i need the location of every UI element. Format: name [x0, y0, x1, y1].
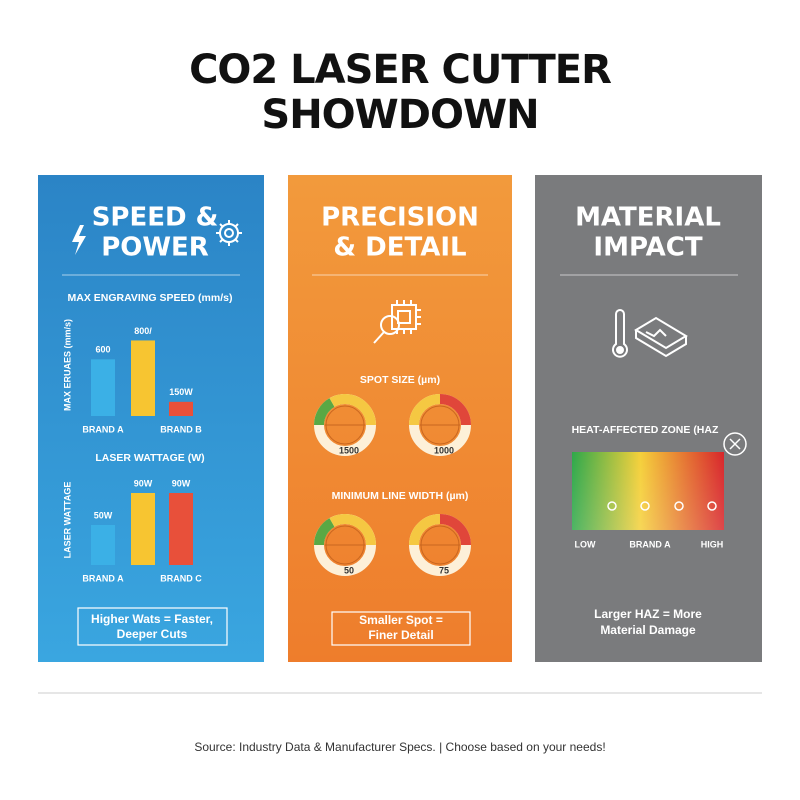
bar: [131, 493, 155, 565]
chip-magnifier-icon: [373, 300, 421, 344]
category-label: BRAND C: [160, 573, 202, 583]
close-button[interactable]: [723, 432, 747, 456]
note-text: Larger HAZ = More: [594, 607, 702, 621]
gauge-value: 50: [344, 565, 354, 575]
panel-title: IMPACT: [593, 233, 702, 263]
value-label: 150W: [169, 387, 193, 397]
gauge-value: 1000: [434, 445, 454, 455]
category-label: BRAND A: [82, 424, 124, 434]
y-axis-label: LASER WATTAGE: [62, 482, 72, 559]
panel-title: POWER: [101, 233, 209, 263]
note-text: Finer Detail: [368, 628, 433, 642]
heat-gradient-shade: [572, 452, 724, 530]
note-text: Material Damage: [600, 623, 696, 637]
gauge-arc: [409, 514, 441, 546]
panel-title: SPEED &: [92, 203, 219, 233]
title-line: CO2 LASER CUTTER: [189, 47, 611, 93]
bar: [91, 525, 115, 565]
gauge-arc: [329, 514, 376, 546]
gauge-arc: [314, 398, 335, 426]
gauge-value: 75: [439, 565, 449, 575]
section-title: SPOT SIZE (µm): [360, 374, 440, 386]
gauge-arc: [439, 394, 471, 426]
gauge-arc: [329, 394, 376, 426]
value-label: 50W: [94, 510, 113, 520]
gear-icon: [216, 220, 242, 246]
y-axis-label: MAX ERUAES (mm/s): [62, 319, 72, 411]
gauge-arc: [409, 394, 441, 426]
thermometer-icon: [612, 309, 688, 358]
note-text: Higher Wats = Faster,: [91, 612, 213, 626]
gauge-arc: [314, 518, 335, 546]
value-label: 90W: [134, 478, 153, 488]
scale-label: BRAND A: [629, 539, 671, 549]
chart-title: LASER WATTAGE (W): [95, 452, 204, 464]
panel-precision: [288, 175, 512, 662]
bar: [169, 401, 193, 416]
gauge-value: 1500: [339, 445, 359, 455]
note-text: Smaller Spot =: [359, 613, 443, 627]
value-label: 800/: [134, 326, 152, 336]
panel-speed: [38, 175, 264, 662]
panel-material: [535, 175, 762, 662]
heat-markers: [607, 501, 717, 511]
gauge-arc: [439, 514, 471, 546]
lightning-icon: [72, 225, 86, 255]
category-label: BRAND B: [160, 424, 202, 434]
value-label: 90W: [172, 478, 191, 488]
note-box: [77, 607, 228, 646]
scale-label: LOW: [575, 539, 596, 549]
source-text: Source: Industry Data & Manufacturer Spe…: [194, 740, 605, 754]
heat-zone-title: HEAT-AFFECTED ZONE (HAZ: [572, 424, 719, 436]
value-label: 600: [95, 345, 110, 355]
section-title: MINIMUM LINE WIDTH (µm): [332, 490, 469, 502]
bar: [169, 493, 193, 565]
category-label: BRAND A: [82, 573, 124, 583]
note-text: Deeper Cuts: [117, 627, 188, 641]
note-box: [331, 611, 471, 646]
bar: [91, 359, 115, 416]
panel-title: PRECISION: [321, 203, 479, 233]
scale-label: HIGH: [701, 539, 724, 549]
chart-title: MAX ENGRAVING SPEED (mm/s): [68, 292, 233, 304]
title-line: SHOWDOWN: [261, 92, 538, 138]
bar: [131, 340, 155, 416]
panel-title: & DETAIL: [333, 233, 466, 263]
panel-title: MATERIAL: [575, 203, 721, 233]
